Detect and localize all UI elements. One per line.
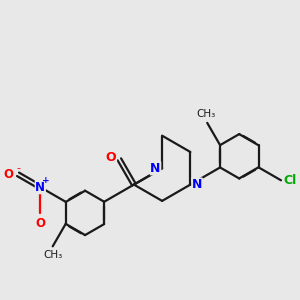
Text: O: O <box>106 152 116 164</box>
Text: Cl: Cl <box>283 174 296 187</box>
Text: O: O <box>4 168 14 181</box>
Text: -: - <box>16 163 21 173</box>
Text: O: O <box>35 217 45 230</box>
Text: N: N <box>35 181 45 194</box>
Text: N: N <box>150 162 161 175</box>
Text: CH₃: CH₃ <box>196 110 215 119</box>
Text: +: + <box>42 176 49 185</box>
Text: CH₃: CH₃ <box>43 250 62 260</box>
Text: N: N <box>192 178 202 191</box>
